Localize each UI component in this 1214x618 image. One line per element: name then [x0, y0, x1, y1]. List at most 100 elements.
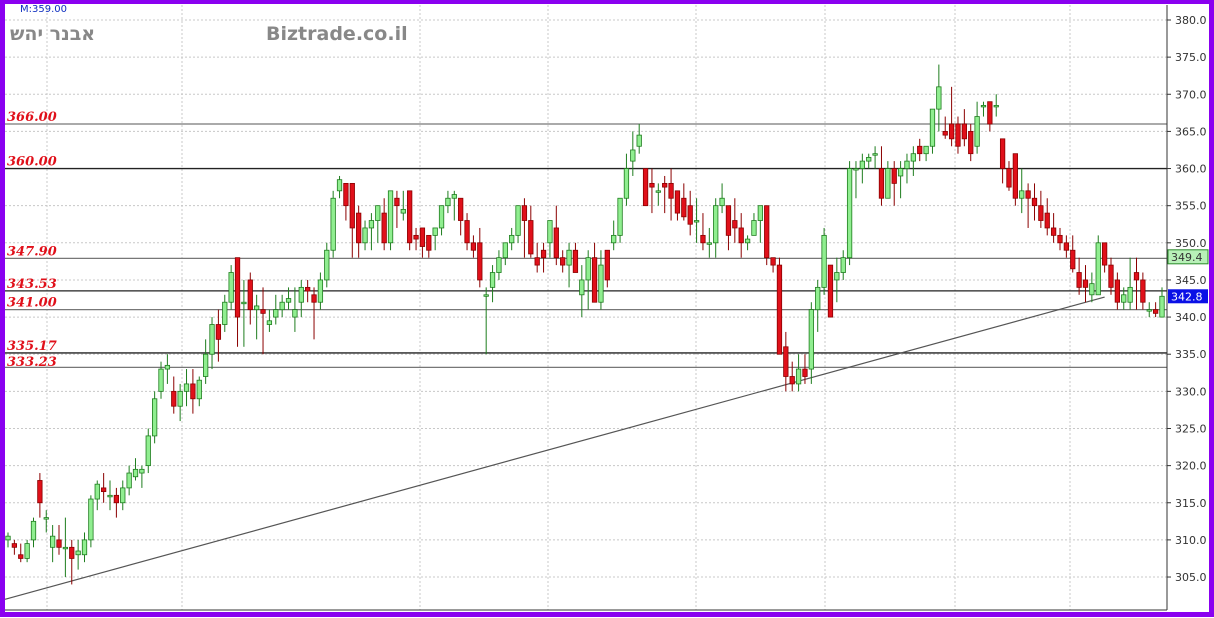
- candle-up: [1121, 294, 1127, 303]
- candle-up: [387, 190, 394, 244]
- measure-label: M:359.00: [20, 4, 67, 15]
- candle-up: [30, 520, 37, 541]
- candle-down: [553, 227, 559, 259]
- candle-up: [292, 309, 298, 318]
- candle-down: [725, 205, 732, 236]
- candle-down: [1070, 249, 1076, 270]
- candle-up: [974, 116, 980, 147]
- candle-up: [1089, 283, 1095, 296]
- candle-down: [56, 539, 62, 548]
- candle-up: [152, 398, 158, 437]
- candle-down: [171, 390, 177, 407]
- candle-up: [49, 535, 56, 548]
- candle-up: [228, 272, 234, 303]
- owner-label: אבנר יהש: [10, 23, 95, 45]
- candle-up: [375, 205, 381, 221]
- brand-label: Biztrade.co.il: [266, 23, 408, 45]
- candle-down: [11, 543, 18, 548]
- candle-up: [324, 249, 330, 281]
- candle-up: [611, 234, 617, 244]
- y-tick-label: 375.0: [1175, 51, 1207, 64]
- candle-up: [757, 205, 763, 221]
- y-tick-label: 380.0: [1175, 14, 1207, 27]
- candle-down: [464, 220, 470, 244]
- candle-down: [1038, 205, 1044, 221]
- candle-up: [885, 168, 891, 199]
- candle-up: [273, 309, 279, 318]
- candle-down: [349, 182, 355, 229]
- y-tick-label: 355.0: [1175, 200, 1207, 213]
- candle-down: [381, 212, 387, 244]
- level-label: 347.90: [7, 244, 57, 259]
- y-tick-label: 365.0: [1175, 125, 1207, 138]
- candle-up: [821, 234, 827, 288]
- candle-down: [247, 279, 253, 311]
- candle-up: [547, 220, 553, 244]
- candle-down: [470, 242, 477, 251]
- candle-down: [540, 249, 547, 259]
- candle-down: [113, 494, 120, 504]
- candle-up: [1019, 190, 1025, 199]
- candle-up: [655, 190, 661, 193]
- candle-up: [368, 220, 375, 229]
- candle-up: [336, 179, 343, 192]
- candle-down: [419, 227, 426, 247]
- candle-up: [1146, 309, 1152, 312]
- candle-down: [917, 145, 923, 155]
- candle-down: [1082, 279, 1089, 288]
- candle-up: [713, 205, 719, 244]
- candle-up: [254, 305, 260, 311]
- candle-up: [859, 160, 865, 169]
- level-label: 333.23: [7, 355, 57, 370]
- candle-up: [693, 220, 700, 223]
- candle-up: [910, 153, 916, 162]
- candle-up: [808, 309, 814, 370]
- candle-down: [394, 197, 400, 207]
- candle-up: [164, 364, 171, 370]
- candle-up: [1159, 295, 1165, 318]
- candle-up: [636, 134, 642, 147]
- level-label: 360.00: [7, 155, 57, 170]
- level-label: 366.00: [7, 110, 57, 125]
- candle-up: [5, 535, 11, 541]
- candle-up: [993, 105, 999, 108]
- candle-down: [311, 294, 317, 303]
- candle-down: [591, 257, 598, 303]
- trendline-line: [4, 296, 1105, 600]
- candle-up: [515, 205, 521, 236]
- candle-up: [923, 145, 929, 155]
- candle-down: [215, 324, 222, 340]
- candle-down: [1006, 168, 1012, 188]
- candle-down: [1101, 242, 1108, 266]
- candle-up: [598, 264, 604, 303]
- last-price-label: 342.8: [1171, 290, 1203, 303]
- candle-up: [502, 242, 508, 259]
- candle-up: [177, 390, 183, 407]
- candle-up: [432, 227, 438, 236]
- candle-up: [145, 435, 151, 467]
- candle-up: [81, 539, 88, 556]
- candle-up: [266, 320, 273, 325]
- candle-down: [1057, 234, 1063, 244]
- y-tick-label: 330.0: [1175, 385, 1207, 398]
- candle-up: [317, 279, 324, 303]
- candle-up: [285, 298, 292, 303]
- candle-down: [700, 234, 706, 244]
- candle-down: [521, 205, 528, 221]
- candle-down: [827, 264, 834, 318]
- candle-up: [751, 220, 757, 236]
- candle-up: [120, 487, 126, 504]
- candle-down: [1152, 309, 1159, 314]
- candle-down: [687, 205, 693, 225]
- candle-up: [795, 368, 802, 385]
- candle-up: [209, 324, 215, 355]
- candle-down: [649, 182, 655, 188]
- candle-up: [88, 498, 94, 541]
- candle-down: [891, 168, 897, 184]
- y-tick-label: 360.0: [1175, 163, 1207, 176]
- candle-down: [674, 190, 681, 214]
- candle-down: [802, 368, 808, 377]
- candle-down: [413, 234, 419, 240]
- candle-down: [776, 264, 783, 355]
